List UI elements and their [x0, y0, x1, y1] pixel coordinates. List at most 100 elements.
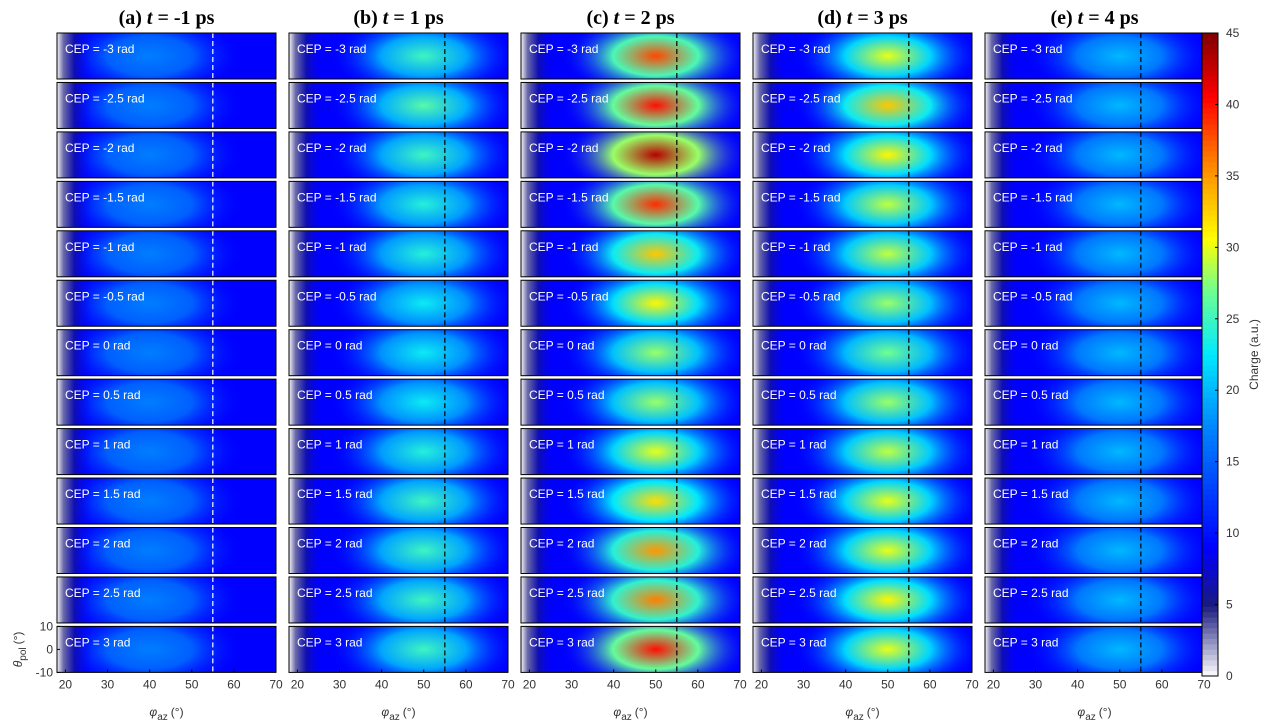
cep-label: CEP = -0.5 rad [529, 289, 609, 303]
cep-label: CEP = 3 rad [65, 635, 130, 649]
edge-shade [521, 626, 740, 673]
panel-frame [520, 576, 741, 624]
x-label-symbol: φ [845, 705, 853, 719]
x-tick-label: 70 [269, 677, 283, 691]
panel-frame [520, 32, 741, 80]
x-tick-label: 20 [755, 677, 769, 691]
x-label-sub: az [621, 712, 632, 723]
panel-frame [520, 527, 741, 574]
x-tick-label: 20 [59, 677, 73, 691]
colorbar-label: Charge (a.u.) [1247, 319, 1261, 390]
colorbar-segment [1202, 134, 1218, 141]
title-var: t [383, 7, 390, 29]
edge-shade [985, 527, 1204, 574]
panel-title: (d) t = 3 ps [817, 7, 908, 29]
x-tick-label: 60 [1155, 677, 1169, 691]
x-axis-label: φaz (°) [613, 705, 647, 723]
colorbar-segment [1202, 386, 1218, 393]
cep-label: CEP = 1.5 rad [297, 487, 373, 501]
x-tick-label: 70 [733, 677, 747, 691]
colorbar-segment [1202, 413, 1218, 420]
panel-frame [752, 32, 973, 80]
colorbar-segment [1202, 172, 1218, 179]
edge-shade [985, 280, 1204, 327]
cep-label: CEP = 0 rad [65, 339, 130, 353]
x-tick-label: 70 [1197, 677, 1211, 691]
cep-label: CEP = 1.5 rad [761, 487, 837, 501]
edge-shade [985, 428, 1204, 475]
x-label-sub: az [157, 712, 168, 723]
panel-frame [752, 329, 973, 377]
heatmap-panel [985, 181, 1204, 228]
edge-shade [289, 626, 508, 673]
colorbar-segment [1202, 349, 1218, 355]
edge-shade [521, 82, 740, 129]
x-tick-label: 40 [375, 677, 389, 691]
heatmap-panel [57, 527, 276, 574]
colorbar-segment [1202, 316, 1218, 323]
cep-label: CEP = 0.5 rad [297, 388, 373, 402]
heatmap-panel [289, 280, 508, 327]
colorbar-segment [1202, 418, 1218, 425]
x-label-symbol: φ [613, 705, 621, 719]
panel-frame [288, 428, 509, 476]
panel-frame [288, 131, 509, 179]
x-axis-label: φaz (°) [845, 705, 879, 723]
colorbar-segment [1202, 542, 1218, 548]
edge-shade [289, 82, 508, 129]
title-value: = -1 ps [157, 7, 214, 29]
edge-shade [289, 379, 508, 426]
heatmap-panel [521, 329, 740, 376]
heatmap-panel [289, 181, 508, 228]
colorbar-segment [1202, 445, 1218, 452]
panel-frame [752, 527, 973, 574]
colorbar-segment [1202, 611, 1218, 618]
edge-shade [985, 131, 1204, 178]
cep-label: CEP = 1.5 rad [65, 487, 141, 501]
colorbar-tick-label: 35 [1226, 169, 1240, 183]
heatmap-panel [57, 131, 276, 178]
cep-label: CEP = 1 rad [761, 438, 826, 452]
edge-shade [57, 329, 276, 376]
colorbar-segment [1202, 306, 1218, 313]
x-tick-label: 40 [839, 677, 853, 691]
y-tick-label: 0 [46, 642, 53, 656]
heatmap-panel [753, 478, 972, 525]
edge-shade [753, 478, 972, 525]
panel-frame [520, 477, 741, 525]
edge-shade [985, 478, 1204, 525]
cep-label: CEP = -3 rad [993, 42, 1062, 56]
x-tick-label: 30 [101, 677, 115, 691]
colorbar-segment [1202, 118, 1218, 125]
x-label-sub: az [389, 712, 400, 723]
colorbar-segment [1202, 124, 1218, 130]
colorbar-segment [1202, 279, 1218, 286]
title-label: (e) [1050, 7, 1072, 29]
colorbar-segment [1202, 231, 1218, 238]
panel-frame [752, 180, 973, 228]
colorbar-segment [1202, 397, 1218, 404]
colorbar-tick-label: 25 [1226, 312, 1240, 326]
colorbar-segment [1202, 429, 1218, 436]
edge-shade [289, 527, 508, 574]
heatmap-panel [985, 33, 1204, 79]
cep-label: CEP = -3 rad [761, 42, 830, 56]
panel-frame [752, 625, 973, 673]
edge-shade [521, 280, 740, 327]
colorbar-segment [1202, 488, 1218, 495]
edge-shade [57, 379, 276, 426]
heatmap-panel [521, 33, 740, 79]
colorbar-segment [1202, 461, 1218, 468]
colorbar-segment [1202, 622, 1218, 629]
edge-shade [753, 230, 972, 277]
colorbar-segment [1202, 236, 1218, 243]
cep-label: CEP = -3 rad [529, 42, 598, 56]
y-label-symbol: θ [11, 660, 25, 667]
panel-title: (c) t = 2 ps [586, 7, 674, 29]
cep-label: CEP = -0.5 rad [297, 289, 377, 303]
colorbar-segment [1202, 450, 1218, 457]
colorbar-segment [1202, 150, 1218, 157]
colorbar-segment [1202, 81, 1218, 88]
cep-label: CEP = 2 rad [993, 537, 1058, 551]
edge-shade [753, 181, 972, 228]
